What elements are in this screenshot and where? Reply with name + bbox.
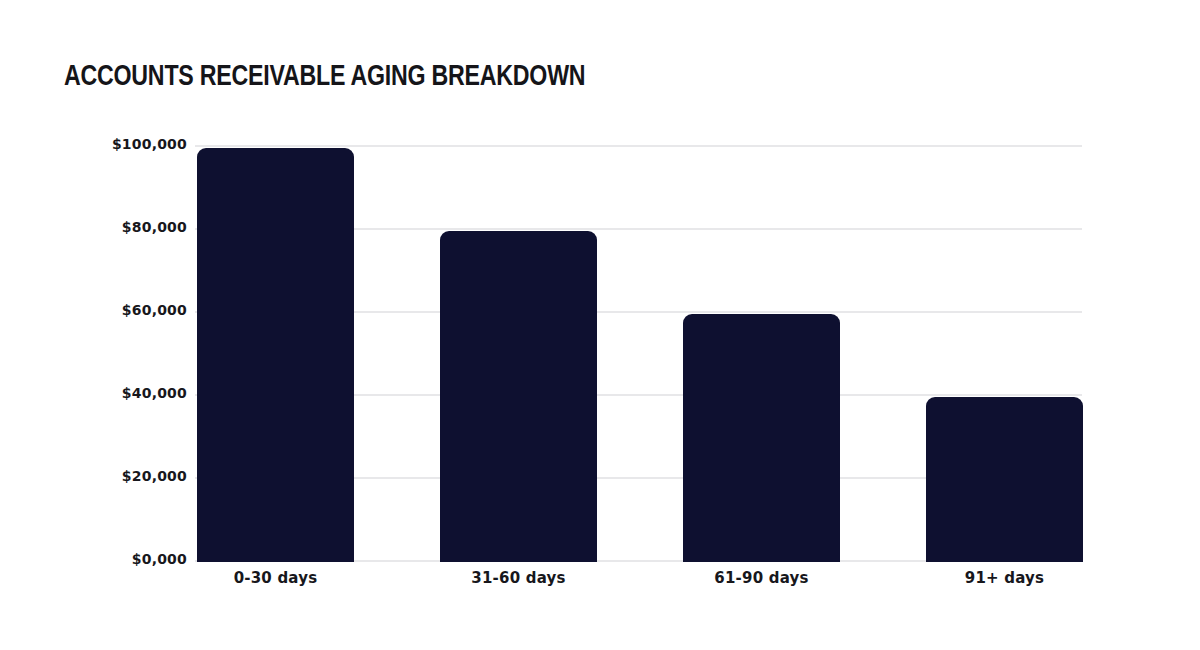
bar-61-90-days bbox=[683, 314, 840, 562]
slide-canvas: ACCOUNTS RECEIVABLE AGING BREAKDOWN $100… bbox=[0, 0, 1200, 650]
gridline bbox=[195, 145, 1082, 147]
y-axis-tick-label: $20,000 bbox=[57, 466, 187, 486]
bar-91-days bbox=[926, 397, 1083, 562]
y-axis-tick-label: $40,000 bbox=[57, 383, 187, 403]
x-axis-tick-label: 31-60 days bbox=[397, 568, 640, 588]
x-axis-tick-label: 91+ days bbox=[883, 568, 1126, 588]
x-axis-tick-label: 61-90 days bbox=[640, 568, 883, 588]
bar-31-60-days bbox=[440, 231, 597, 562]
y-axis-tick-label: $0,000 bbox=[57, 549, 187, 569]
y-axis-tick-label: $60,000 bbox=[57, 300, 187, 320]
y-axis-tick-label: $80,000 bbox=[57, 217, 187, 237]
bar-chart: $100,000 $80,000 $60,000 $40,000 $20,000 $0,0… bbox=[0, 0, 1200, 650]
x-axis-tick-label: 0-30 days bbox=[154, 568, 397, 588]
y-axis-tick-label: $100,000 bbox=[57, 134, 187, 154]
bar-0-30-days bbox=[197, 148, 354, 562]
